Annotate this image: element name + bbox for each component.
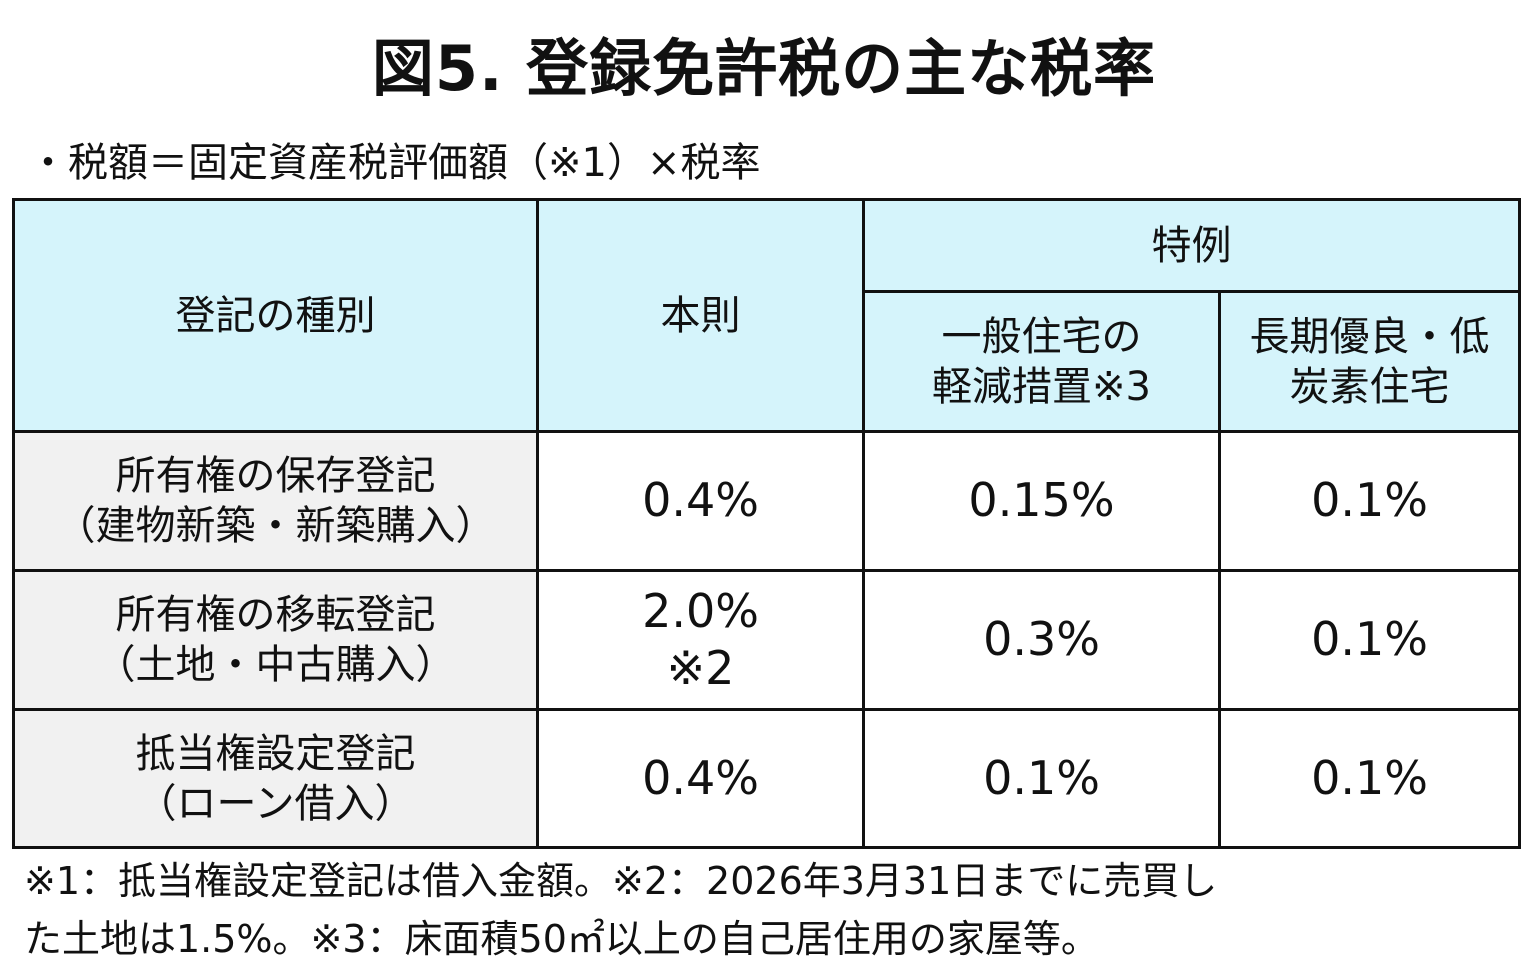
header-long-term-housing-line: 長期優良・低: [1249, 313, 1490, 360]
header-general-housing: 一般住宅の 軽減措置※3: [862, 290, 1221, 433]
footnotes: ※1：抵当権設定登記は借入金額。※2：2026年3月31日までに売買し た土地は…: [24, 852, 1514, 968]
long-term-rate-cell: 0.1%: [1218, 569, 1521, 711]
table-row: 所有権の保存登記 （建物新築・新築購入） 0.4% 0.15% 0.1%: [12, 430, 1521, 572]
standard-rate-value: 0.4%: [642, 750, 759, 805]
header-registration-type: 登記の種別: [12, 198, 539, 433]
header-general-housing-line: 一般住宅の: [941, 313, 1142, 360]
row-type-line: （ローン借入）: [136, 780, 415, 827]
standard-rate-cell: 2.0% ※2: [536, 569, 865, 711]
long-term-rate-cell: 0.1%: [1218, 708, 1521, 849]
header-long-term-housing-line: 炭素住宅: [1289, 363, 1450, 410]
long-term-rate-cell: 0.1%: [1218, 430, 1521, 572]
row-type-line: 抵当権設定登記: [135, 730, 416, 777]
standard-rate-note: ※2: [666, 641, 735, 695]
standard-rate-value: 0.4%: [642, 473, 759, 528]
row-registration-type: 所有権の保存登記 （建物新築・新築購入）: [12, 430, 539, 572]
row-registration-type: 抵当権設定登記 （ローン借入）: [12, 708, 539, 849]
header-general-housing-line: 軽減措置※3: [932, 363, 1151, 410]
table-row: 所有権の移転登記 （土地・中古購入） 2.0% ※2 0.3% 0.1%: [12, 569, 1521, 711]
general-rate-cell: 0.1%: [862, 708, 1221, 849]
row-type-line: （建物新築・新築購入）: [55, 503, 496, 549]
row-registration-type: 所有権の移転登記 （土地・中古購入）: [12, 569, 539, 711]
page-title: 図5. 登録免許税の主な税率: [371, 32, 1157, 105]
standard-rate-cell: 0.4%: [536, 430, 865, 572]
header-standard-rate: 本則: [536, 198, 865, 433]
tax-formula: ・税額＝固定資産税評価額（※1）×税率: [28, 140, 761, 186]
tax-rate-table: 登記の種別 本則 特例 一般住宅の 軽減措置※3 長期優良・低 炭素住宅 所有権…: [12, 198, 1521, 849]
header-long-term-housing: 長期優良・低 炭素住宅: [1218, 290, 1521, 433]
header-special-rate: 特例: [862, 198, 1521, 293]
standard-rate-cell: 0.4%: [536, 708, 865, 849]
footnote-line: た土地は1.5%。※3：床面積50㎡以上の自己居住用の家屋等。: [24, 917, 1099, 961]
standard-rate-value: 2.0%: [642, 583, 759, 638]
row-type-line: （土地・中古購入）: [95, 642, 456, 688]
footnote-line: ※1：抵当権設定登記は借入金額。※2：2026年3月31日までに売買し: [24, 859, 1218, 903]
general-rate-cell: 0.3%: [862, 569, 1221, 711]
table-row: 抵当権設定登記 （ローン借入） 0.4% 0.1% 0.1%: [12, 708, 1521, 849]
row-type-line: 所有権の移転登記: [115, 592, 436, 638]
row-type-line: 所有権の保存登記: [115, 453, 436, 499]
general-rate-cell: 0.15%: [862, 430, 1221, 572]
